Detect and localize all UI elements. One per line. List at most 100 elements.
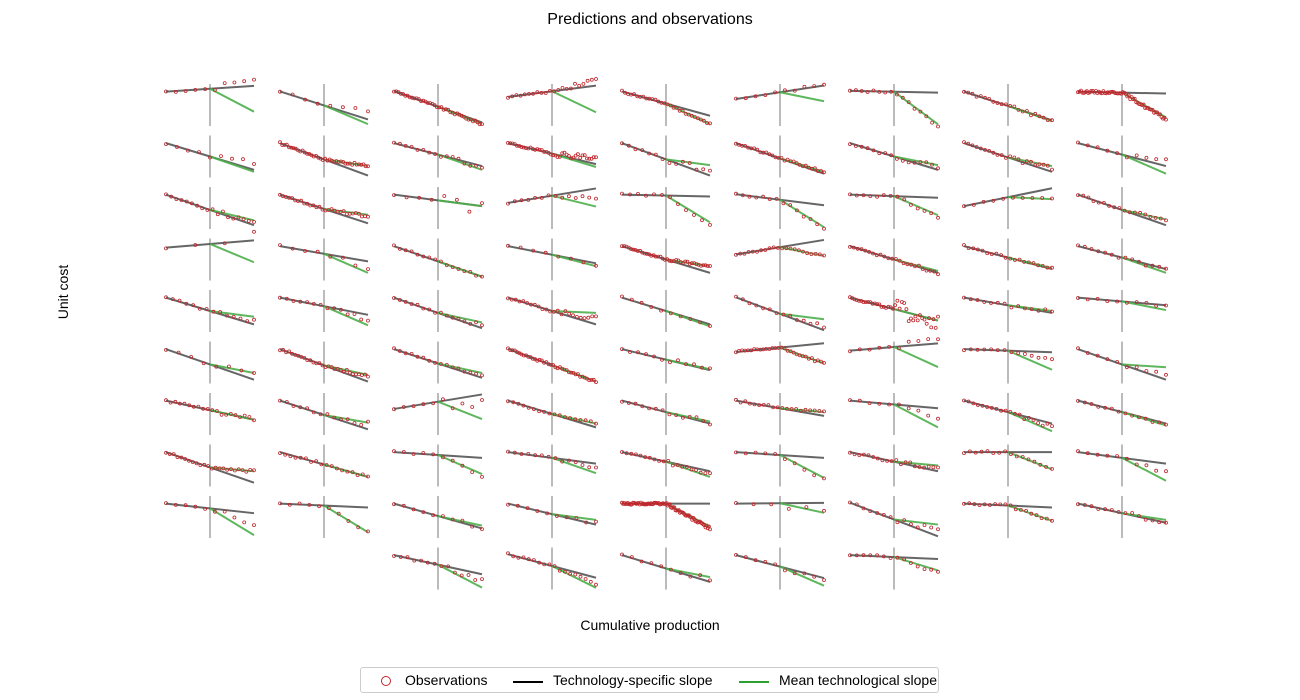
panel [506, 547, 598, 590]
observation-point [1043, 355, 1048, 360]
technology-specific-slope-line [735, 399, 825, 417]
observation-point [936, 314, 940, 319]
observation-point [1116, 409, 1121, 414]
observation-point [1154, 157, 1159, 162]
observation-point [857, 347, 862, 352]
observation-point [578, 574, 583, 579]
observation-point [450, 315, 455, 320]
observation-point [1150, 107, 1155, 112]
observation-point [792, 461, 797, 466]
observation-point [208, 155, 212, 160]
observation-point [1115, 454, 1119, 459]
observation-point [1045, 421, 1050, 426]
observation-point [757, 403, 762, 408]
observation-point [441, 107, 446, 112]
observation-point [341, 105, 345, 110]
observation-point [848, 553, 852, 558]
observation-point [480, 373, 484, 378]
observation-point [470, 405, 475, 409]
observation-point [191, 303, 196, 308]
observation-point [991, 99, 996, 104]
observation-point [1143, 212, 1148, 217]
observation-point [678, 260, 683, 265]
observation-point [231, 216, 236, 221]
observation-point [667, 412, 672, 417]
observation-point [888, 515, 893, 520]
panel [392, 84, 484, 127]
observation-point [350, 470, 355, 475]
observation-point [403, 351, 408, 356]
observation-point [480, 577, 484, 582]
observation-point [329, 464, 334, 469]
observation-point [241, 157, 245, 162]
observation-point [568, 416, 572, 421]
mean-technological-slope-line [323, 504, 369, 534]
observation-point [743, 451, 748, 456]
observation-point [298, 299, 303, 304]
observation-point [871, 455, 876, 459]
observation-point [298, 405, 303, 410]
observation-point [525, 506, 530, 511]
observation-point [636, 350, 640, 355]
observation-point [439, 310, 443, 315]
panel [278, 341, 370, 384]
observation-point [1031, 418, 1036, 422]
observation-point [1044, 464, 1048, 469]
observation-point [1016, 157, 1021, 162]
observation-point [701, 167, 706, 172]
observation-point [345, 312, 350, 317]
observation-point [966, 90, 971, 95]
observation-point [889, 153, 893, 158]
observation-point [421, 451, 426, 455]
observation-point [1134, 300, 1139, 305]
observation-point [890, 256, 894, 261]
observation-point [755, 249, 759, 254]
observation-point [1105, 299, 1110, 304]
observation-point [897, 306, 902, 311]
observation-point [786, 506, 791, 511]
observation-point [740, 193, 745, 198]
observation-point [439, 564, 444, 569]
panel [506, 496, 598, 538]
observation-point [763, 248, 768, 252]
observation-point [752, 146, 757, 151]
observation-point [213, 465, 218, 470]
observation-point [865, 146, 870, 151]
observation-point [902, 557, 907, 562]
panel [620, 547, 712, 590]
observation-point [968, 297, 973, 302]
observation-point [743, 96, 748, 101]
observation-point [692, 115, 697, 119]
observation-point [280, 143, 285, 147]
observation-point [775, 405, 780, 410]
observation-point [583, 577, 588, 581]
legend-label: Observations [405, 672, 488, 688]
observation-point [1153, 110, 1158, 115]
observation-point [743, 143, 748, 148]
observation-point [474, 163, 478, 168]
observation-point [927, 316, 931, 321]
observation-point [1020, 455, 1025, 459]
observation-point [215, 212, 220, 217]
observation-point [441, 514, 445, 519]
observation-point [1138, 210, 1142, 215]
observation-point [703, 471, 708, 476]
mean-technological-slope-line [209, 507, 255, 536]
observation-point [1076, 243, 1080, 248]
observation-point [571, 155, 576, 160]
observation-point [392, 140, 396, 145]
observation-point [560, 86, 565, 90]
observation-point [323, 156, 327, 161]
observation-point [468, 270, 473, 274]
panel [278, 444, 370, 487]
observation-point [971, 401, 976, 406]
observation-point [867, 249, 872, 254]
mean-technological-slope-line [893, 195, 939, 217]
observation-point [219, 154, 223, 159]
observation-point [822, 82, 826, 87]
observation-point [1137, 415, 1141, 420]
observation-point [1014, 454, 1019, 459]
observation-point [734, 501, 738, 505]
panel [734, 393, 826, 435]
observation-point [694, 415, 699, 420]
